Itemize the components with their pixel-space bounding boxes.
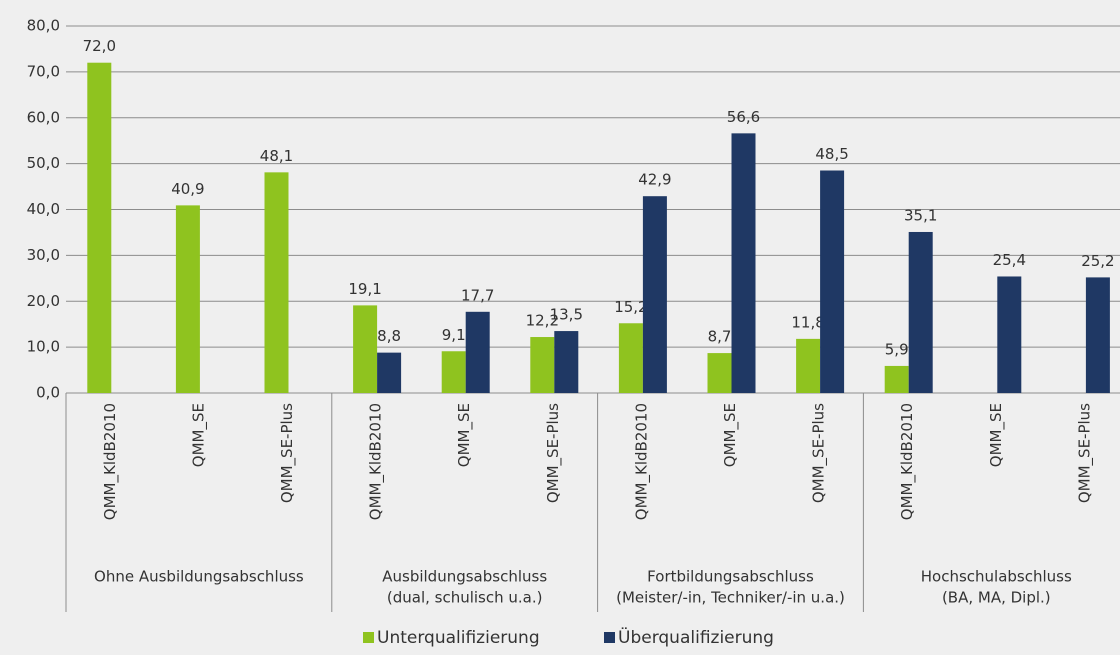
y-tick-label: 40,0 bbox=[27, 200, 60, 218]
bar bbox=[554, 331, 579, 393]
x-tick-label: QMM_KldB2010 bbox=[898, 403, 917, 520]
bar bbox=[264, 172, 289, 393]
y-tick-label: 10,0 bbox=[27, 338, 60, 356]
value-label: 25,2 bbox=[1081, 252, 1114, 270]
value-label: 56,6 bbox=[727, 108, 760, 126]
value-label: 8,7 bbox=[708, 328, 732, 346]
value-label: 25,4 bbox=[993, 251, 1026, 269]
bar bbox=[707, 353, 732, 393]
bar bbox=[1085, 277, 1110, 393]
bar bbox=[642, 196, 667, 393]
value-label: 40,9 bbox=[171, 180, 204, 198]
y-tick-label: 0,0 bbox=[36, 384, 60, 402]
x-tick-label: QMM_SE-Plus bbox=[278, 403, 297, 503]
group-label: Hochschulabschluss bbox=[921, 568, 1072, 586]
legend-label: Überqualifizierung bbox=[618, 626, 774, 648]
legend-swatch bbox=[604, 632, 615, 643]
x-tick-label: QMM_KldB2010 bbox=[632, 403, 651, 520]
bar bbox=[884, 365, 909, 393]
value-label: 12,2 bbox=[526, 312, 559, 330]
group-label: Fortbildungsabschluss bbox=[647, 568, 814, 586]
bar bbox=[796, 338, 821, 393]
bar bbox=[87, 62, 112, 393]
y-tick-label: 20,0 bbox=[27, 292, 60, 310]
y-tick-label: 70,0 bbox=[27, 62, 60, 80]
y-tick-label: 80,0 bbox=[27, 17, 60, 35]
x-tick-label: QMM_SE bbox=[189, 403, 208, 467]
value-label: 72,0 bbox=[83, 37, 116, 55]
x-tick-label: QMM_SE-Plus bbox=[544, 403, 563, 503]
y-tick-label: 30,0 bbox=[27, 246, 60, 264]
group-label: (dual, schulisch u.a.) bbox=[387, 589, 543, 607]
legend-swatch bbox=[363, 632, 374, 643]
bar bbox=[175, 205, 200, 393]
bar bbox=[530, 337, 555, 393]
bar bbox=[465, 311, 490, 393]
bar bbox=[377, 352, 402, 393]
x-tick-label: QMM_SE bbox=[987, 403, 1006, 467]
bar bbox=[908, 231, 933, 393]
value-label: 35,1 bbox=[904, 206, 937, 224]
bar bbox=[353, 305, 378, 393]
group-label: Ausbildungsabschluss bbox=[382, 568, 547, 586]
x-tick-label: QMM_KldB2010 bbox=[367, 403, 386, 520]
bar bbox=[618, 323, 643, 393]
value-label: 5,9 bbox=[885, 340, 909, 358]
bar bbox=[441, 351, 466, 393]
value-label: 42,9 bbox=[638, 171, 671, 189]
bar bbox=[997, 276, 1022, 393]
value-label: 11,8 bbox=[791, 313, 824, 331]
bar bbox=[820, 170, 845, 393]
value-label: 48,5 bbox=[815, 145, 848, 163]
value-label: 17,7 bbox=[461, 286, 494, 304]
x-tick-label: QMM_SE bbox=[455, 403, 474, 467]
group-label: (Meister/-in, Techniker/-in u.a.) bbox=[616, 589, 845, 607]
value-label: 19,1 bbox=[348, 280, 381, 298]
x-tick-label: QMM_SE bbox=[721, 403, 740, 467]
y-tick-label: 60,0 bbox=[27, 108, 60, 126]
y-tick-label: 50,0 bbox=[27, 154, 60, 172]
group-label: Ohne Ausbildungsabschluss bbox=[94, 568, 304, 586]
value-label: 8,8 bbox=[377, 327, 401, 345]
value-label: 9,1 bbox=[442, 326, 466, 344]
x-tick-label: QMM_SE-Plus bbox=[810, 403, 829, 503]
value-label: 15,2 bbox=[614, 298, 647, 316]
value-label: 13,5 bbox=[550, 306, 583, 324]
legend-label: Unterqualifizierung bbox=[377, 628, 540, 648]
group-label: (BA, MA, Dipl.) bbox=[942, 589, 1051, 607]
x-tick-label: QMM_KldB2010 bbox=[101, 403, 120, 520]
value-label: 48,1 bbox=[260, 147, 293, 165]
bar bbox=[731, 133, 756, 393]
x-tick-label: QMM_SE-Plus bbox=[1075, 403, 1094, 503]
